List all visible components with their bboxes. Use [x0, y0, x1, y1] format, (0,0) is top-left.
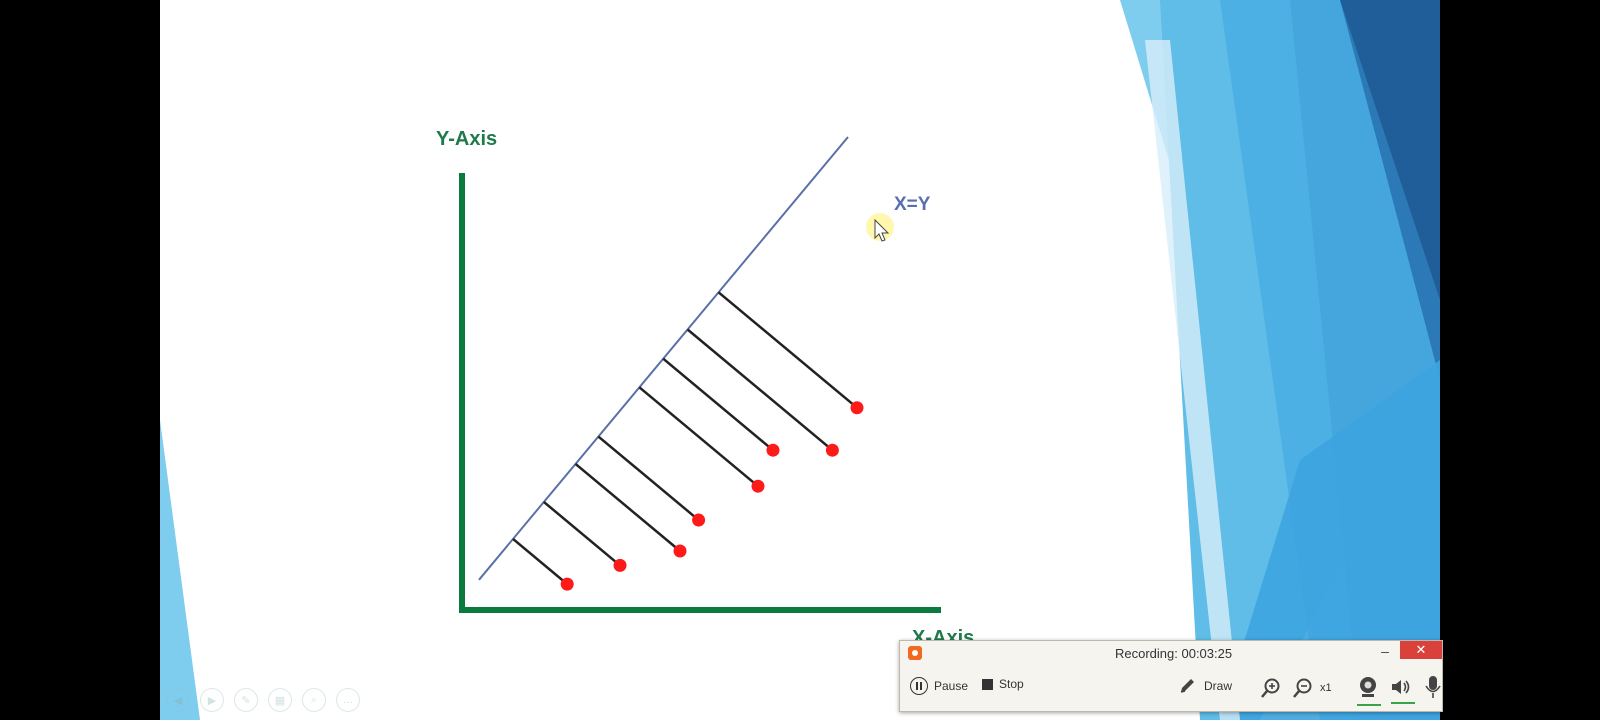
recorder-logo-icon	[908, 646, 922, 660]
data-point	[751, 479, 765, 493]
bg-shape	[1220, 360, 1440, 720]
speaker-button[interactable]	[1390, 677, 1415, 704]
zoom-out-icon	[1293, 678, 1312, 698]
data-point	[766, 443, 780, 457]
residual-line	[662, 357, 774, 452]
draw-button[interactable]: Draw	[1178, 677, 1232, 695]
speaker-active-indicator	[1391, 702, 1415, 704]
webcam-active-indicator	[1357, 704, 1381, 706]
pencil-icon	[1180, 679, 1194, 693]
pause-button[interactable]: Pause	[910, 677, 968, 695]
webcam-button[interactable]	[1356, 675, 1381, 706]
pause-icon	[910, 677, 928, 695]
residual-lines	[512, 291, 858, 586]
minimize-button[interactable]: –	[1381, 643, 1389, 659]
zoom-in-button[interactable]	[1260, 677, 1282, 699]
zoom-level: x1	[1320, 682, 1332, 694]
stop-label: Stop	[999, 677, 1024, 691]
back-icon[interactable]: ◀	[166, 688, 190, 712]
bg-shape	[1340, 0, 1440, 300]
residual-line	[574, 462, 681, 552]
more-icon[interactable]: …	[336, 688, 360, 712]
slide-background-shapes	[160, 0, 1440, 720]
recorder-title-bar[interactable]: Recording: 00:03:25 – ✕	[900, 641, 1442, 665]
y-axis-label: Y-Axis	[436, 128, 497, 150]
data-point	[673, 544, 687, 558]
draw-label: Draw	[1204, 679, 1233, 693]
zoom-out-button[interactable]: x1	[1292, 677, 1332, 699]
stop-button[interactable]: Stop	[982, 677, 1024, 691]
microphone-button[interactable]	[1424, 675, 1442, 699]
webcam-icon	[1360, 677, 1376, 697]
scatter-chart: Y-Axis X-Axis X=Y	[436, 128, 974, 649]
forward-icon[interactable]: ▶	[200, 688, 224, 712]
reference-line-label: X=Y	[894, 194, 931, 215]
pen-icon[interactable]: ✎	[234, 688, 258, 712]
bg-shape	[160, 420, 200, 720]
zoom-in-icon	[1261, 678, 1280, 698]
recorder-controls: Pause Stop Draw x1	[900, 667, 1442, 709]
slide-navigation: ◀ ▶ ✎ ▦ ⌕ …	[166, 688, 360, 712]
data-point	[825, 443, 839, 457]
data-points	[560, 401, 864, 591]
data-point	[692, 513, 706, 527]
residual-line	[597, 435, 700, 522]
slides-icon[interactable]: ▦	[268, 688, 292, 712]
residual-line	[512, 538, 569, 586]
residual-line	[543, 500, 621, 567]
screen-recorder-panel: Recording: 00:03:25 – ✕ Pause Stop Draw	[899, 640, 1443, 712]
pause-label: Pause	[934, 679, 969, 693]
residual-line	[638, 386, 759, 488]
microphone-icon	[1425, 676, 1441, 698]
reference-line	[478, 136, 849, 581]
bg-shape	[1145, 40, 1240, 720]
residual-line	[717, 291, 858, 409]
close-button[interactable]: ✕	[1400, 641, 1442, 659]
presentation-slide: Y-Axis X-Axis X=Y ◀ ▶ ✎ ▦ ⌕ …	[160, 0, 1440, 720]
residual-line	[686, 328, 834, 452]
speaker-icon	[1392, 680, 1410, 694]
data-point	[850, 401, 864, 415]
zoom-icon[interactable]: ⌕	[302, 688, 326, 712]
mouse-cursor	[866, 213, 894, 242]
data-point	[560, 577, 574, 591]
recording-status: Recording: 00:03:25	[1115, 646, 1233, 661]
data-point	[613, 558, 627, 572]
stop-icon	[982, 678, 993, 690]
